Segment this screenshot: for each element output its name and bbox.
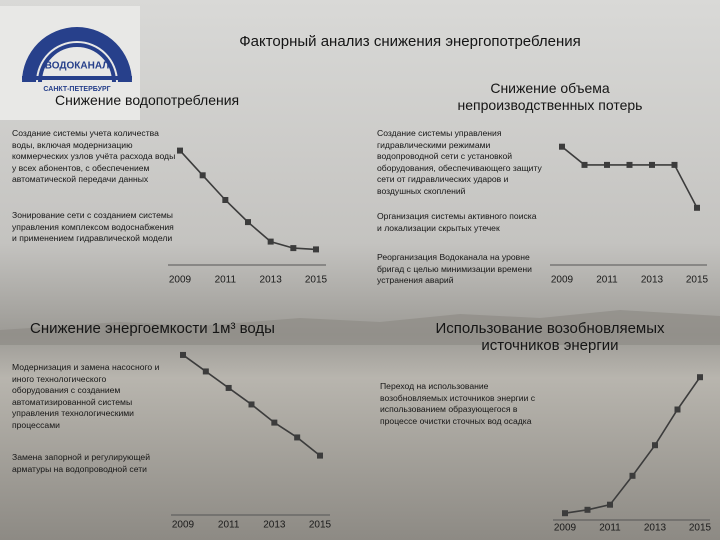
x-tick-label: 2013 [641, 275, 664, 286]
section-item: Модернизация и замена насосного и иного … [12, 362, 160, 430]
point [313, 246, 319, 253]
point [694, 204, 700, 211]
point [629, 472, 636, 479]
x-tick-label: 2015 [305, 275, 328, 286]
point [652, 442, 658, 449]
x-tick-label: 2013 [263, 520, 286, 531]
x-tick-label: 2013 [260, 275, 283, 286]
section-item: Создание системы учета количества воды, … [12, 128, 176, 185]
section-item: Реорганизация Водоканала на уровне брига… [377, 252, 532, 286]
shore [0, 310, 720, 345]
point [271, 419, 278, 426]
point [604, 161, 610, 168]
point [674, 406, 681, 413]
x-tick-label: 2009 [551, 275, 574, 286]
point [671, 161, 678, 168]
point [294, 434, 301, 441]
logo-backdrop [0, 6, 140, 120]
section-item: Зонирование сети с созданием системы упр… [12, 210, 174, 244]
x-tick-label: 2011 [215, 275, 237, 286]
x-tick-label: 2011 [596, 275, 618, 286]
x-tick-label: 2011 [599, 523, 621, 534]
section-heading: Использование возобновляемых источников … [435, 320, 665, 354]
point [202, 368, 209, 375]
logo-bar [22, 76, 132, 80]
point [248, 401, 255, 408]
logo-name: ВОДОКАНАЛ [45, 61, 109, 72]
point [626, 161, 633, 168]
section-heading: Снижение водопотребления [55, 92, 240, 108]
slide-title: Факторный анализ снижения энергопотребле… [239, 33, 581, 50]
x-tick-label: 2015 [689, 523, 712, 534]
point [697, 374, 703, 381]
x-tick-label: 2013 [644, 523, 667, 534]
section-heading: Снижение энергоемкости 1м³ воды [30, 320, 275, 337]
x-tick-label: 2009 [169, 275, 192, 286]
logo-arch [22, 27, 132, 82]
x-tick-label: 2009 [554, 523, 577, 534]
point [649, 161, 655, 168]
point [245, 219, 251, 226]
point [177, 147, 183, 154]
section-heading: Снижение объема непроизводственных потер… [457, 80, 643, 113]
x-tick-label: 2015 [309, 520, 332, 531]
point [581, 161, 588, 168]
point [559, 143, 565, 150]
point [317, 452, 323, 459]
section-item: Создание системы управления гидравлическ… [377, 128, 542, 196]
section-item: Замена запорной и регулирующей арматуры … [12, 452, 150, 474]
logo-city: САНКТ-ПЕТЕРБУРГ [43, 86, 110, 93]
point [607, 501, 613, 508]
point [225, 384, 232, 391]
point [180, 351, 186, 358]
x-tick-label: 2015 [686, 275, 709, 286]
logo-arch-inner [38, 43, 116, 83]
point [584, 506, 591, 513]
x-tick-label: 2011 [218, 520, 240, 531]
point [290, 245, 297, 252]
x-tick-label: 2009 [172, 520, 195, 531]
point [222, 197, 229, 203]
point [199, 172, 206, 179]
point [267, 238, 274, 245]
point [562, 510, 568, 517]
section-item: Организация системы активного поиска и л… [377, 211, 537, 233]
section-item: Переход на использование возобновляемых … [380, 381, 536, 426]
